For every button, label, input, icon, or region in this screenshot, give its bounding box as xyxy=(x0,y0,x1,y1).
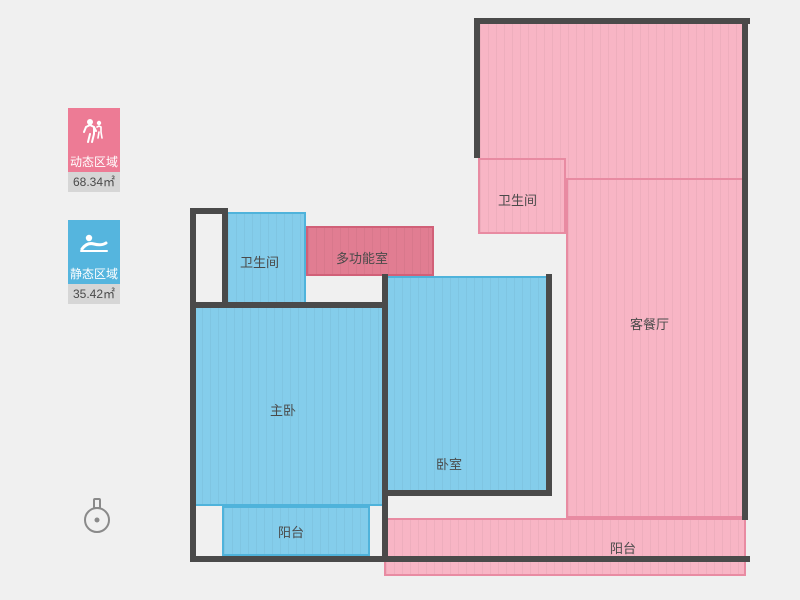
legend-static-label: 静态区域 xyxy=(68,264,120,284)
wall-7 xyxy=(190,302,388,308)
room-label-living: 客餐厅 xyxy=(630,314,669,333)
floorplan: 厨房客餐厅卫生间多功能室阳台卫生间主卧卧室阳台 xyxy=(178,14,761,588)
legend-dynamic-label: 动态区域 xyxy=(68,152,120,172)
room-label-bath2: 卫生间 xyxy=(240,252,279,271)
wall-0 xyxy=(474,18,750,24)
room-bedroom xyxy=(384,276,548,492)
room-living_ext xyxy=(478,22,746,180)
room-label-balcony1: 阳台 xyxy=(610,538,636,557)
legend-static: 静态区域 35.42㎡ xyxy=(68,220,120,304)
room-label-bedroom: 卧室 xyxy=(436,454,462,473)
wall-1 xyxy=(742,18,748,520)
room-label-multi: 多功能室 xyxy=(336,248,388,267)
wall-8 xyxy=(382,274,388,558)
room-label-balcony2: 阳台 xyxy=(278,522,304,541)
compass-icon xyxy=(82,497,112,540)
legend-dynamic: 动态区域 68.34㎡ xyxy=(68,108,120,192)
wall-10 xyxy=(382,490,552,496)
legend: 动态区域 68.34㎡ 静态区域 35.42㎡ xyxy=(68,108,120,332)
room-label-master: 主卧 xyxy=(270,400,296,419)
legend-static-value: 35.42㎡ xyxy=(68,284,120,304)
wall-5 xyxy=(190,556,750,562)
dynamic-icon xyxy=(68,108,120,152)
wall-6 xyxy=(222,208,228,304)
wall-3 xyxy=(190,208,196,560)
wall-9 xyxy=(546,274,552,496)
wall-2 xyxy=(474,18,480,158)
legend-dynamic-value: 68.34㎡ xyxy=(68,172,120,192)
room-label-bath1: 卫生间 xyxy=(498,190,537,209)
static-icon xyxy=(68,220,120,264)
room-balcony1 xyxy=(384,518,746,576)
